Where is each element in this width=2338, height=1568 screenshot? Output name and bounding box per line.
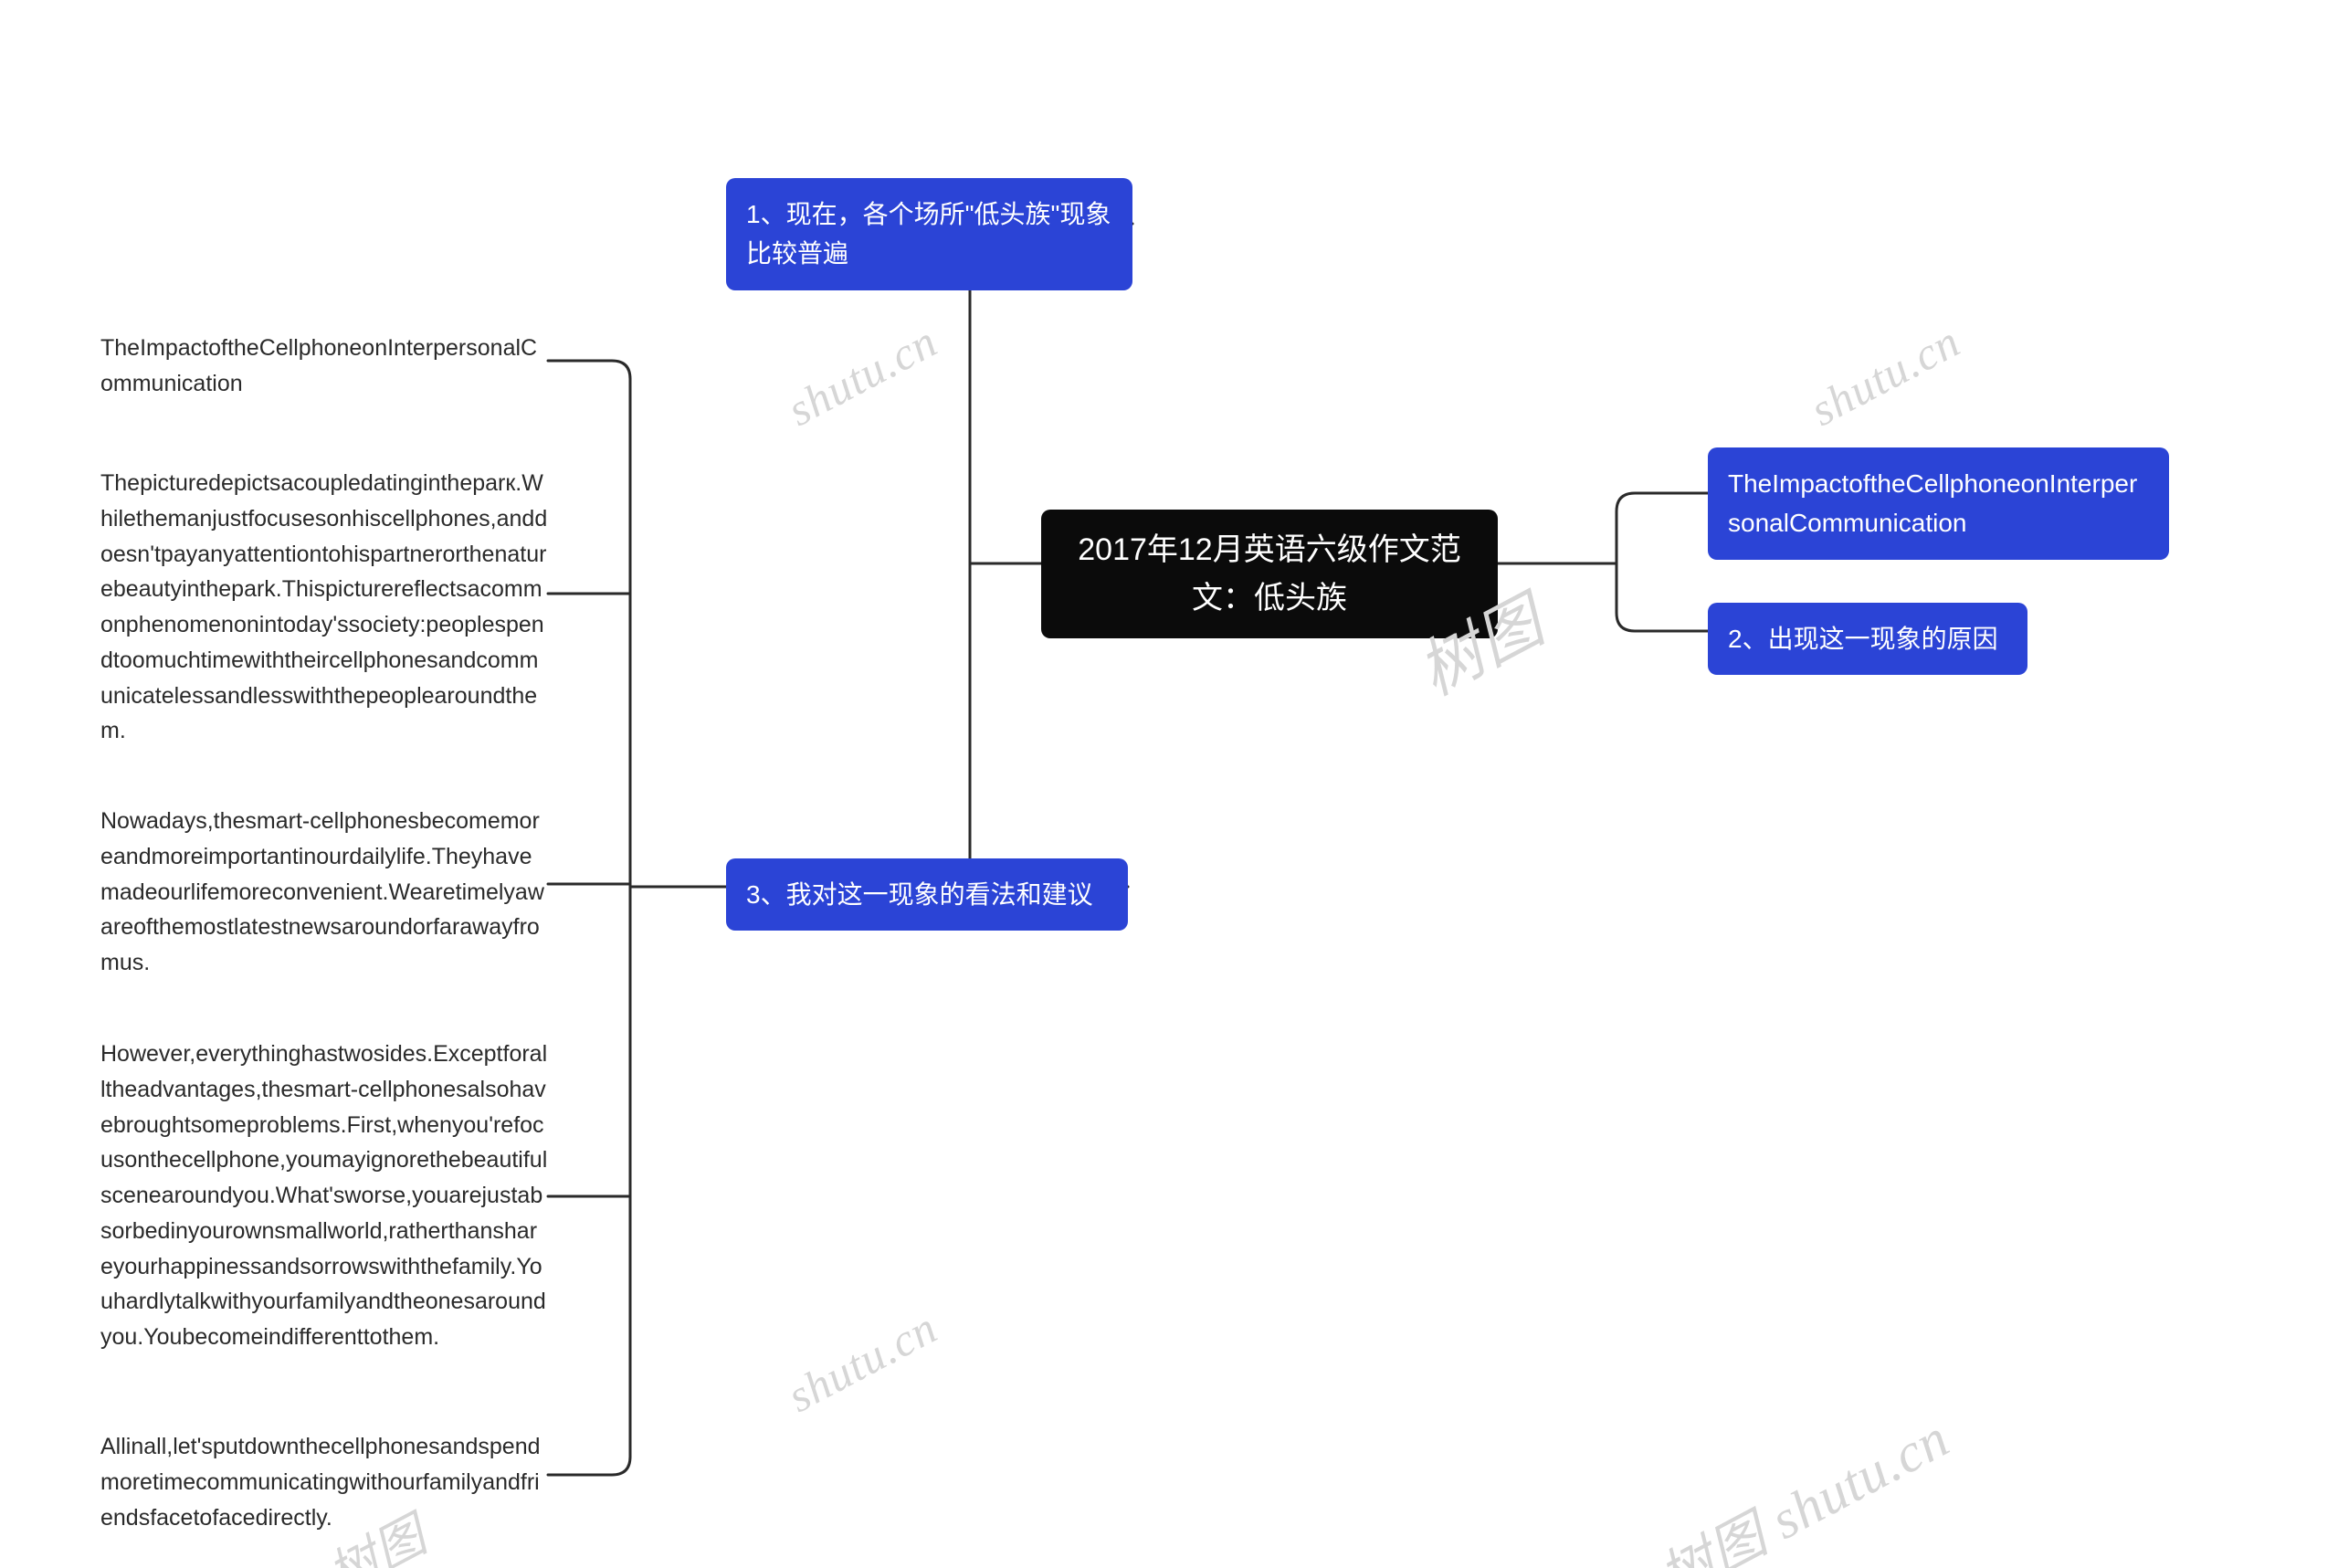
leaf-5[interactable]: Allinall,let'sputdownthecellphonesandspe… — [100, 1429, 548, 1535]
watermark: shutu.cn — [1802, 314, 1969, 437]
leaf-1-text: TheImpactoftheCellphoneonInterpersonalCo… — [100, 335, 537, 396]
leaf-2[interactable]: Thepicturedepictsacoupledatingintheparк.… — [100, 466, 548, 749]
leaf-1[interactable]: TheImpactoftheCellphoneonInterpersonalCo… — [100, 331, 543, 402]
left-child-1-text: 1、现在，各个场所"低头族"现象比较普遍 — [746, 200, 1111, 268]
right-child-1[interactable]: TheImpactoftheCellphoneonInterpersonalCo… — [1708, 447, 2169, 560]
leaf-5-text: Allinall,let'sputdownthecellphonesandspe… — [100, 1434, 541, 1531]
right-child-2-text: 2、出现这一现象的原因 — [1728, 625, 1998, 653]
leaf-3[interactable]: Nowadays,thesmart-cellphonesbecomemorean… — [100, 804, 548, 981]
watermark: 树图 shutu.cn — [1643, 1394, 1961, 1568]
right-child-2[interactable]: 2、出现这一现象的原因 — [1708, 603, 2027, 675]
root-text: 2017年12月英语六级作文范文：低头族 — [1078, 532, 1460, 616]
leaf-2-text: Thepicturedepictsacoupledatingintheparк.… — [100, 470, 547, 743]
leaf-3-text: Nowadays,thesmart-cellphonesbecomemorean… — [100, 808, 544, 975]
leaf-4-text: However,everythinghastwosides.Exceptfora… — [100, 1041, 547, 1350]
root-node[interactable]: 2017年12月英语六级作文范文：低头族 — [1041, 510, 1498, 638]
watermark: shutu.cn — [779, 314, 946, 437]
left-child-3-text: 3、我对这一现象的看法和建议 — [746, 880, 1093, 909]
left-child-1[interactable]: 1、现在，各个场所"低头族"现象比较普遍 — [726, 178, 1132, 290]
watermark: shutu.cn — [779, 1300, 946, 1423]
left-child-3[interactable]: 3、我对这一现象的看法和建议 — [726, 858, 1128, 931]
leaf-4[interactable]: However,everythinghastwosides.Exceptfora… — [100, 1037, 548, 1355]
right-child-1-text: TheImpactoftheCellphoneonInterpersonalCo… — [1728, 469, 2137, 537]
